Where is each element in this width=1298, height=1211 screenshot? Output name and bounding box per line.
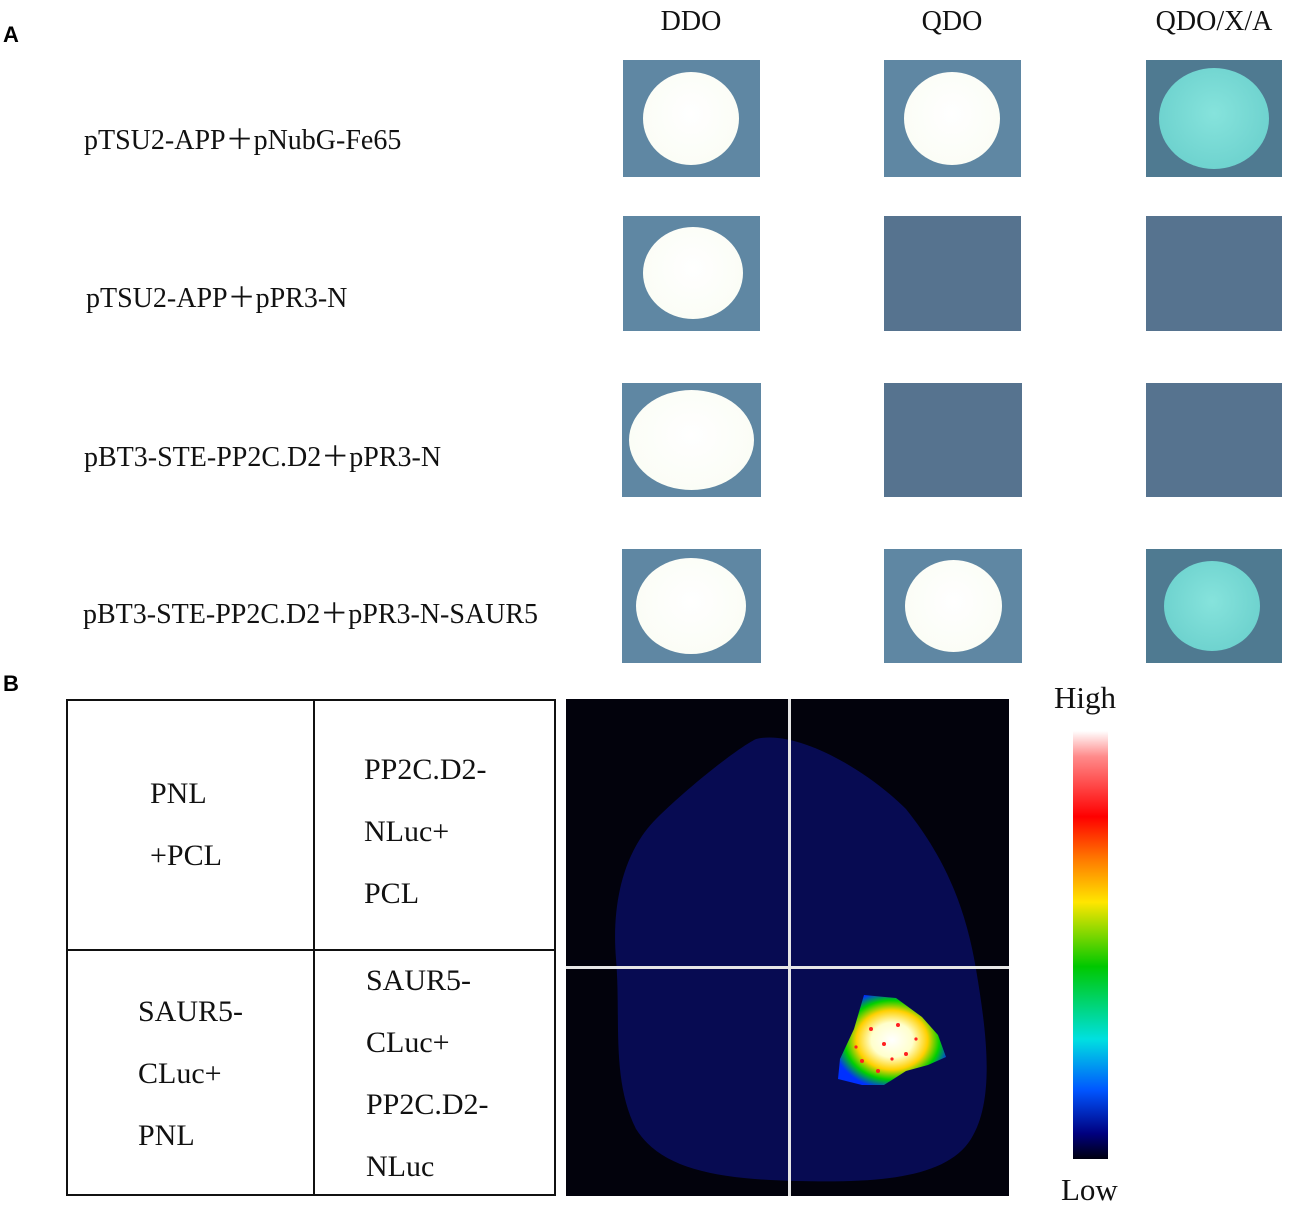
cell-top-left: PNL +PCL bbox=[150, 763, 222, 887]
cell-line: PCL bbox=[364, 877, 420, 910]
column-header-qdo: QDO bbox=[921, 6, 983, 37]
colony bbox=[643, 72, 739, 165]
scale-high-label: High bbox=[1054, 680, 1116, 715]
cell-line: PP2C.D2- bbox=[366, 1088, 489, 1121]
colony bbox=[905, 560, 1002, 652]
plate-row1-qdo bbox=[884, 60, 1021, 177]
table-divider-vertical bbox=[313, 701, 315, 1194]
column-header-ddo: DDO bbox=[660, 6, 722, 37]
divider-vertical bbox=[788, 699, 791, 1196]
leaf-shape bbox=[615, 737, 987, 1182]
row-label-2: pTSU2-APP＋pPR3-N bbox=[86, 283, 348, 314]
cell-line: NLuc+ bbox=[364, 815, 450, 848]
table-divider-horizontal bbox=[68, 949, 554, 951]
cell-line: CLuc+ bbox=[138, 1057, 222, 1090]
leaf-luminescence-svg bbox=[566, 699, 1009, 1196]
plate-row3-qdo-x-a bbox=[1146, 383, 1282, 497]
cell-line: PP2C.D2- bbox=[364, 753, 487, 786]
plate-row4-ddo bbox=[622, 549, 761, 663]
construct-layout-table: PNL +PCL PP2C.D2- NLuc+ PCL SAUR5- CLuc+… bbox=[66, 699, 556, 1196]
cell-bottom-left: SAUR5- CLuc+ PNL bbox=[138, 981, 243, 1167]
cell-line: +PCL bbox=[150, 839, 222, 872]
luciferase-image bbox=[566, 699, 1009, 1196]
cell-line: CLuc+ bbox=[366, 1026, 450, 1059]
panel-a-letter: A bbox=[3, 22, 19, 47]
plate-row1-ddo bbox=[623, 60, 760, 177]
divider-horizontal bbox=[566, 966, 1009, 969]
plate-row1-qdo-x-a bbox=[1146, 60, 1282, 177]
colony bbox=[1164, 561, 1260, 651]
plate-row2-qdo bbox=[884, 216, 1021, 331]
cell-top-right: PP2C.D2- NLuc+ PCL bbox=[364, 739, 487, 925]
cell-bottom-right: SAUR5- CLuc+ PP2C.D2- NLuc bbox=[366, 950, 489, 1198]
panel-b-letter: B bbox=[3, 671, 19, 696]
plate-row3-qdo bbox=[884, 383, 1022, 497]
cell-line: SAUR5- bbox=[138, 995, 244, 1028]
row-label-3: pBT3-STE-PP2C.D2＋pPR3-N bbox=[84, 442, 442, 473]
intensity-color-scale bbox=[1073, 731, 1108, 1159]
colony bbox=[636, 558, 746, 654]
cell-line: PNL bbox=[138, 1119, 195, 1152]
cell-line: PNL bbox=[150, 777, 207, 810]
plate-row2-ddo bbox=[623, 216, 760, 331]
colony bbox=[1159, 68, 1269, 169]
scale-low-label: Low bbox=[1061, 1172, 1118, 1207]
plate-row4-qdo-x-a bbox=[1146, 549, 1282, 663]
colony bbox=[643, 227, 743, 319]
plate-row3-ddo bbox=[622, 383, 761, 497]
plate-row4-qdo bbox=[884, 549, 1022, 663]
colony bbox=[904, 72, 1000, 165]
colony bbox=[629, 390, 754, 490]
cell-line: SAUR5- bbox=[366, 964, 472, 997]
plate-row2-qdo-x-a bbox=[1146, 216, 1282, 331]
column-header-qdo-x-a: QDO/X/A bbox=[1155, 6, 1273, 37]
hot-spot bbox=[838, 995, 946, 1085]
cell-line: NLuc bbox=[366, 1150, 435, 1183]
row-label-4: pBT3-STE-PP2C.D2＋pPR3-N-SAUR5 bbox=[83, 599, 539, 630]
hot-spot-speckles bbox=[854, 1023, 918, 1073]
row-label-1: pTSU2-APP＋pNubG-Fe65 bbox=[84, 125, 402, 156]
